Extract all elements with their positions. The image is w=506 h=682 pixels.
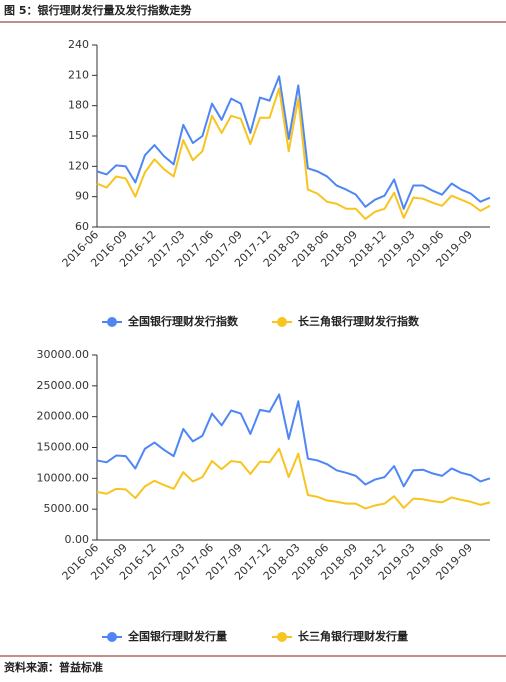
y-tick-label: 20000.00 (37, 410, 90, 423)
legend-dot (107, 632, 117, 642)
y-tick-label: 240 (68, 38, 89, 51)
y-tick-label: 60 (75, 220, 89, 233)
y-tick-label: 25000.00 (37, 379, 90, 392)
source: 资料来源：普益标准 (4, 660, 103, 674)
series-line (96, 87, 491, 220)
legend-label: 长三角银行理财发行指数 (298, 314, 420, 328)
series-line (96, 393, 491, 488)
y-tick-label: 15000.00 (37, 441, 90, 454)
legend-dot (107, 317, 117, 327)
series-line (96, 75, 491, 210)
legend-label: 长三角银行理财发行量 (298, 629, 408, 643)
y-tick-label: 30000.00 (37, 348, 90, 361)
legend-label: 全国银行理财发行指数 (127, 314, 239, 328)
legend-label: 全国银行理财发行量 (127, 629, 227, 643)
y-tick-label: 90 (75, 190, 89, 203)
y-tick-label: 120 (68, 159, 89, 172)
series-line (96, 447, 491, 510)
y-tick-label: 180 (68, 99, 89, 112)
y-tick-label: 5000.00 (44, 502, 90, 515)
figure-title: 图 5：银行理财发行量及发行指数走势 (4, 3, 191, 17)
y-tick-label: 210 (68, 68, 89, 81)
legend-dot (277, 317, 287, 327)
y-tick-label: 0.00 (65, 533, 90, 546)
legend-dot (277, 632, 287, 642)
y-tick-label: 10000.00 (37, 471, 90, 484)
y-tick-label: 150 (68, 129, 89, 142)
